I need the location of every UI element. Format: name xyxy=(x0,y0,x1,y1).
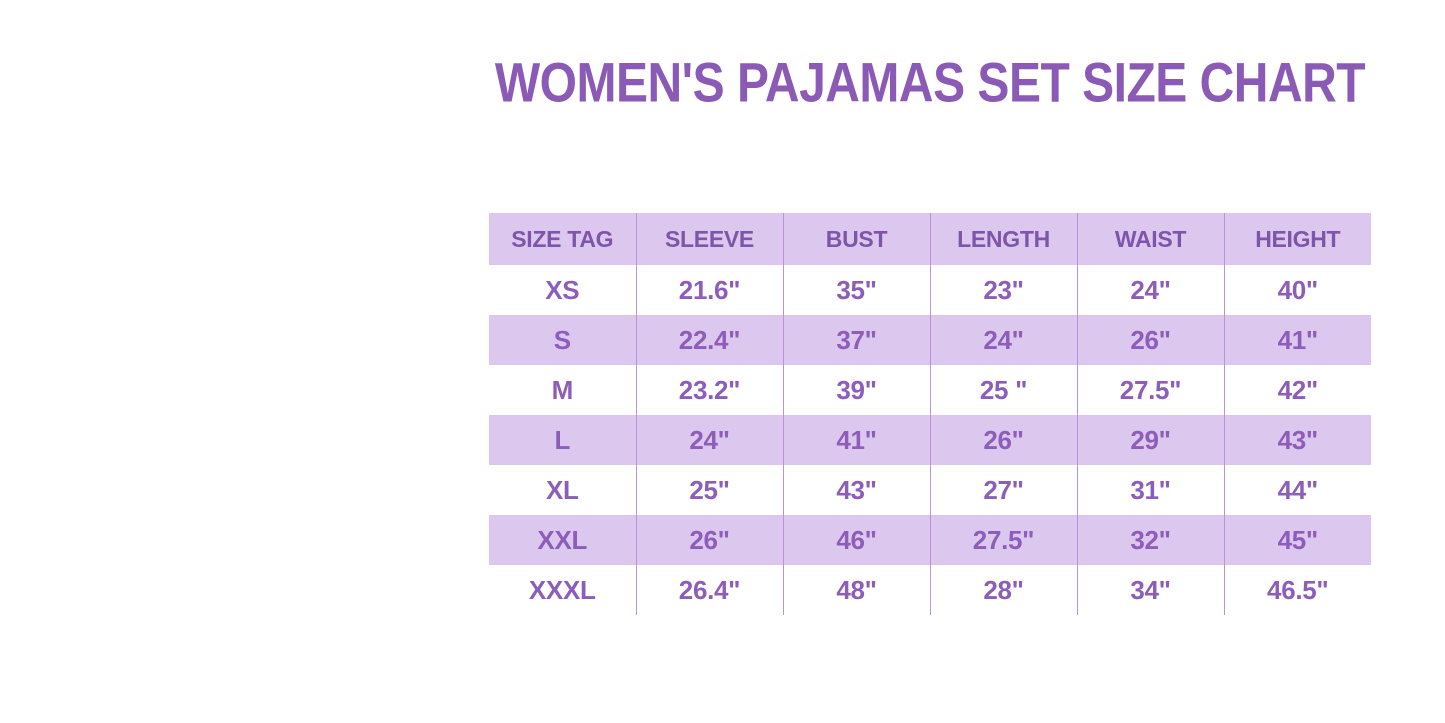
measurement-cell: 24" xyxy=(929,315,1077,365)
column-header-bust: BUST xyxy=(782,213,930,265)
measurement-cell: 44" xyxy=(1223,465,1371,515)
measurement-cell: 26" xyxy=(1076,315,1224,365)
measurement-cell: 46" xyxy=(782,515,930,565)
measurement-cell: 25 " xyxy=(929,365,1077,415)
measurement-cell: 32" xyxy=(1076,515,1224,565)
measurement-cell: 42" xyxy=(1223,365,1371,415)
measurement-cell: 46.5" xyxy=(1223,565,1371,615)
page-title: WOMEN'S PAJAMAS SET SIZE CHART xyxy=(494,52,1366,115)
table-header: SIZE TAG SLEEVE BUST LENGTH WAIST HEIGHT xyxy=(489,213,1371,265)
measurement-cell: 43" xyxy=(782,465,930,515)
measurement-cell: 27.5" xyxy=(1076,365,1224,415)
measurement-cell: 43" xyxy=(1223,415,1371,465)
column-header-height: HEIGHT xyxy=(1223,213,1371,265)
size-tag-cell: XXL xyxy=(489,515,636,565)
measurement-cell: 35" xyxy=(782,265,930,315)
measurement-cell: 26.4" xyxy=(635,565,783,615)
measurement-cell: 24" xyxy=(1076,265,1224,315)
table-row: S 22.4" 37" 24" 26" 41" xyxy=(489,315,1371,365)
measurement-cell: 23" xyxy=(929,265,1077,315)
measurement-cell: 28" xyxy=(929,565,1077,615)
measurement-cell: 34" xyxy=(1076,565,1224,615)
measurement-cell: 26" xyxy=(929,415,1077,465)
measurement-cell: 25" xyxy=(635,465,783,515)
column-header-waist: WAIST xyxy=(1076,213,1224,265)
table-row: XXL 26" 46" 27.5" 32" 45" xyxy=(489,515,1371,565)
measurement-cell: 40" xyxy=(1223,265,1371,315)
measurement-cell: 45" xyxy=(1223,515,1371,565)
size-tag-cell: M xyxy=(489,365,636,415)
header-row: SIZE TAG SLEEVE BUST LENGTH WAIST HEIGHT xyxy=(489,213,1371,265)
measurement-cell: 39" xyxy=(782,365,930,415)
table-row: XS 21.6" 35" 23" 24" 40" xyxy=(489,265,1371,315)
size-tag-cell: XS xyxy=(489,265,636,315)
size-chart-table: SIZE TAG SLEEVE BUST LENGTH WAIST HEIGHT… xyxy=(489,213,1371,615)
measurement-cell: 21.6" xyxy=(635,265,783,315)
measurement-cell: 29" xyxy=(1076,415,1224,465)
measurement-cell: 27.5" xyxy=(929,515,1077,565)
measurement-cell: 37" xyxy=(782,315,930,365)
measurement-cell: 23.2" xyxy=(635,365,783,415)
size-tag-cell: XXXL xyxy=(489,565,636,615)
table-row: M 23.2" 39" 25 " 27.5" 42" xyxy=(489,365,1371,415)
table-body: XS 21.6" 35" 23" 24" 40" S 22.4" 37" 24" 26" 41" M 23… xyxy=(489,265,1371,615)
measurement-cell: 31" xyxy=(1076,465,1224,515)
column-header-length: LENGTH xyxy=(929,213,1077,265)
measurement-cell: 41" xyxy=(782,415,930,465)
measurement-cell: 26" xyxy=(635,515,783,565)
size-tag-cell: S xyxy=(489,315,636,365)
table-row: XXXL 26.4" 48" 28" 34" 46.5" xyxy=(489,565,1371,615)
size-tag-cell: L xyxy=(489,415,636,465)
measurement-cell: 41" xyxy=(1223,315,1371,365)
column-header-sleeve: SLEEVE xyxy=(635,213,783,265)
column-header-size-tag: SIZE TAG xyxy=(489,213,636,265)
measurement-cell: 24" xyxy=(635,415,783,465)
measurement-cell: 48" xyxy=(782,565,930,615)
measurement-cell: 27" xyxy=(929,465,1077,515)
table-row: L 24" 41" 26" 29" 43" xyxy=(489,415,1371,465)
table-row: XL 25" 43" 27" 31" 44" xyxy=(489,465,1371,515)
measurement-cell: 22.4" xyxy=(635,315,783,365)
size-tag-cell: XL xyxy=(489,465,636,515)
